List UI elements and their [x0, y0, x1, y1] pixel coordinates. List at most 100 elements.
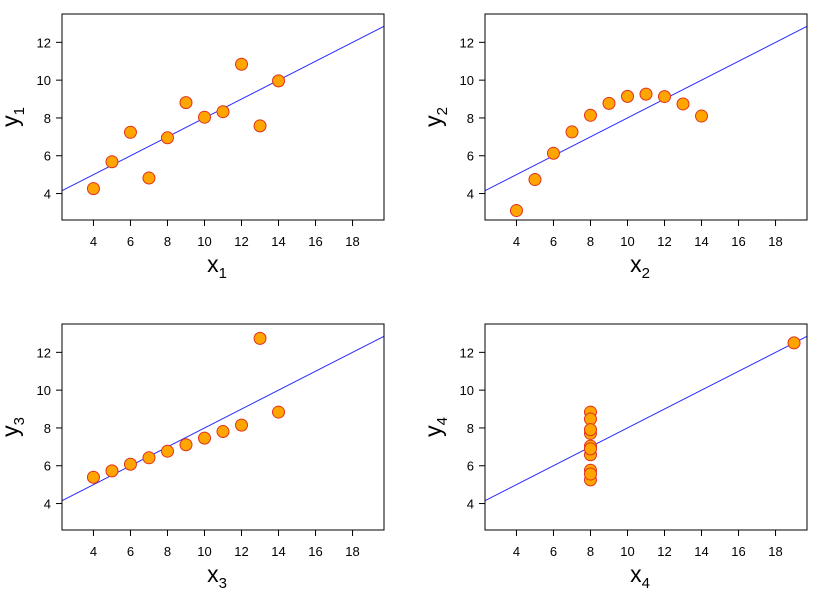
y-tick-label: 6 — [44, 149, 51, 164]
data-point — [86, 182, 100, 196]
y-tick-label: 8 — [44, 111, 51, 126]
x-tick-label: 6 — [550, 544, 557, 559]
data-point — [235, 418, 249, 432]
x-tick-label: 12 — [234, 234, 248, 249]
x-tick-label: 18 — [768, 234, 782, 249]
x-tick-label: 14 — [694, 234, 708, 249]
y-tick-label: 10 — [460, 73, 474, 88]
y-tick-label: 12 — [460, 35, 474, 50]
data-point — [528, 173, 542, 187]
data-point — [546, 146, 560, 160]
data-point — [197, 110, 211, 124]
x-tick-label: 4 — [513, 544, 520, 559]
x-tick-label: 10 — [197, 544, 211, 559]
data-point — [123, 125, 137, 139]
y-tick-label: 10 — [460, 383, 474, 398]
x-tick-label: 14 — [694, 544, 708, 559]
x-tick-label: 10 — [620, 544, 634, 559]
y-axis-label: y3 — [0, 417, 28, 437]
plot-frame — [61, 323, 385, 531]
x-tick-label: 16 — [731, 544, 745, 559]
x-tick-label: 18 — [345, 234, 359, 249]
x-axis-label: x3 — [207, 561, 227, 592]
x-axis-label: x2 — [630, 251, 650, 282]
y-tick-label: 4 — [467, 187, 474, 202]
scatter-panel-1: 4 6 8 10 12 14 16 18 4 6 8 10 12 x1 y1 — [0, 13, 385, 282]
y-tick-label: 10 — [37, 73, 51, 88]
plot-frame — [61, 13, 385, 221]
y-tick-label: 4 — [44, 497, 51, 512]
x-tick-label: 8 — [164, 544, 171, 559]
x-tick-label: 16 — [308, 234, 322, 249]
x-tick-label: 12 — [657, 234, 671, 249]
x-tick-label: 12 — [234, 544, 248, 559]
data-point — [253, 331, 267, 345]
x-tick-label: 14 — [271, 544, 285, 559]
data-point — [235, 57, 249, 71]
data-point — [105, 155, 119, 169]
scatter-panel-4: 4 6 8 10 12 14 16 18 4 6 8 10 12 x4 y4 — [420, 323, 808, 592]
x-tick-label: 18 — [345, 544, 359, 559]
data-point — [583, 108, 597, 122]
data-point — [565, 125, 579, 139]
data-point — [105, 464, 119, 478]
plot-frame — [484, 323, 808, 531]
data-point — [639, 87, 653, 101]
x-tick-label: 12 — [657, 544, 671, 559]
x-axis-label: x4 — [630, 561, 650, 592]
x-tick-label: 16 — [308, 544, 322, 559]
y-tick-label: 6 — [467, 459, 474, 474]
y-tick-label: 12 — [460, 345, 474, 360]
data-point — [583, 423, 597, 437]
x-tick-label: 18 — [768, 544, 782, 559]
x-tick-label: 10 — [197, 234, 211, 249]
data-point — [179, 96, 193, 110]
data-point — [676, 97, 690, 111]
x-tick-label: 8 — [164, 234, 171, 249]
x-tick-label: 14 — [271, 234, 285, 249]
data-point — [620, 89, 634, 103]
data-point — [142, 171, 156, 185]
data-point — [253, 119, 267, 133]
x-tick-label: 8 — [587, 544, 594, 559]
data-point — [160, 131, 174, 145]
data-point — [123, 457, 137, 471]
x-tick-label: 4 — [90, 544, 97, 559]
y-tick-label: 12 — [37, 35, 51, 50]
x-tick-label: 6 — [127, 544, 134, 559]
regression-line — [485, 25, 807, 192]
y-axis-label: y2 — [420, 107, 451, 127]
y-axis-label: y1 — [0, 107, 28, 127]
x-tick-label: 6 — [127, 234, 134, 249]
data-point — [272, 405, 286, 419]
data-point — [272, 74, 286, 88]
data-point — [160, 444, 174, 458]
x-tick-label: 6 — [550, 234, 557, 249]
y-tick-label: 8 — [467, 111, 474, 126]
data-point — [509, 204, 523, 218]
plot-frame — [484, 13, 808, 221]
y-tick-label: 6 — [467, 149, 474, 164]
x-tick-label: 8 — [587, 234, 594, 249]
y-tick-label: 10 — [37, 383, 51, 398]
data-point — [602, 96, 616, 110]
y-tick-label: 8 — [467, 421, 474, 436]
data-point — [216, 425, 230, 439]
y-tick-label: 4 — [44, 187, 51, 202]
scatter-panel-2: 4 6 8 10 12 14 16 18 4 6 8 10 12 x2 y2 — [420, 13, 808, 282]
data-point — [197, 431, 211, 445]
data-point — [216, 105, 230, 119]
data-point — [695, 109, 709, 123]
data-point — [583, 442, 597, 456]
y-tick-label: 4 — [467, 497, 474, 512]
x-tick-label: 4 — [513, 234, 520, 249]
x-axis-label: x1 — [207, 251, 227, 282]
y-tick-label: 12 — [37, 345, 51, 360]
y-axis-label: y4 — [420, 417, 451, 437]
scatter-panel-3: 4 6 8 10 12 14 16 18 4 6 8 10 12 x3 y3 — [0, 323, 385, 592]
data-point — [179, 438, 193, 452]
y-tick-label: 8 — [44, 421, 51, 436]
regression-line — [485, 335, 807, 502]
x-tick-label: 16 — [731, 234, 745, 249]
